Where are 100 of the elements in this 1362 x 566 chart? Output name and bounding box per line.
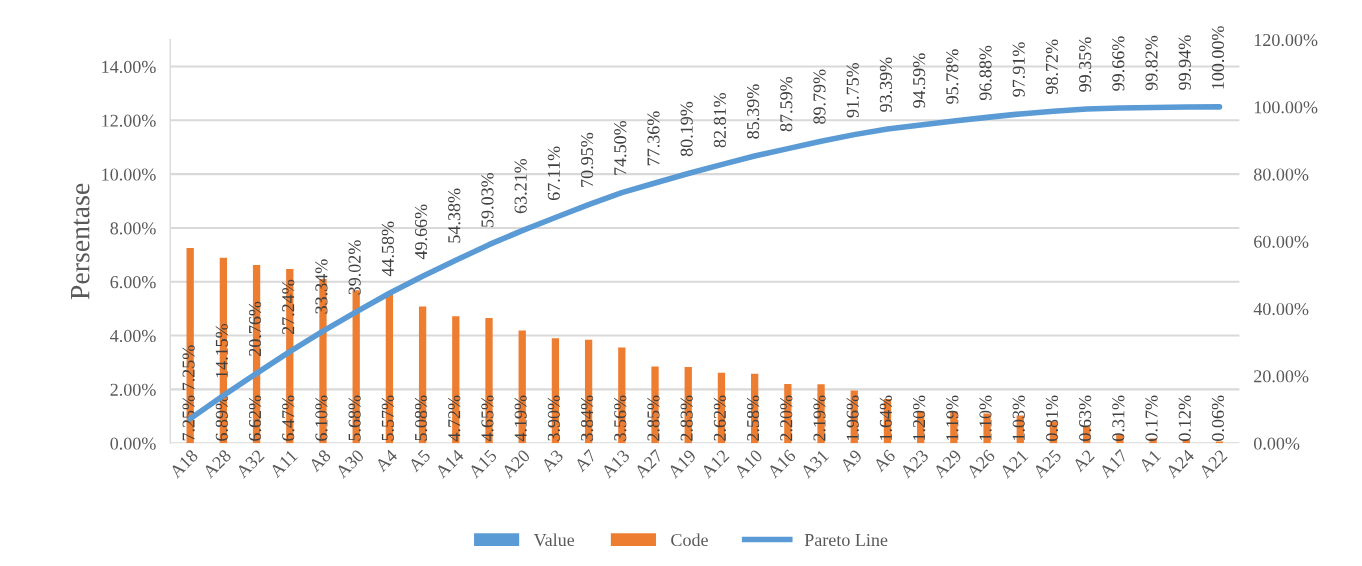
- data-label: 63.21%: [514, 158, 527, 214]
- data-label: 80.19%: [680, 101, 693, 157]
- data-label: 14.15%: [215, 323, 228, 378]
- y-axis-title: Persentase: [71, 183, 90, 300]
- data-label: 2.19%: [813, 395, 826, 441]
- data-label: 33.34%: [315, 259, 328, 314]
- data-label: 91.75%: [846, 62, 859, 118]
- x-tick-label: A31: [799, 449, 830, 479]
- x-tick-label: A18: [168, 448, 199, 479]
- data-label: 95.78%: [946, 49, 959, 104]
- data-label: 1.64%: [879, 395, 893, 440]
- data-label: 39.02%: [348, 240, 361, 295]
- data-label: 97.91%: [1012, 42, 1025, 97]
- x-tick-label: A9: [839, 448, 863, 473]
- data-label: 3.90%: [547, 395, 561, 441]
- x-tick-label: A11: [268, 449, 298, 479]
- data-label: 100.00%: [1211, 26, 1225, 89]
- data-label: 0.17%: [1145, 395, 1158, 441]
- legend-label: Value: [533, 533, 575, 547]
- data-label: 3.84%: [580, 395, 594, 441]
- y-tick-label: 14.00%: [102, 60, 156, 74]
- data-label: 0.06%: [1211, 395, 1225, 441]
- x-tick-label: A17: [1098, 448, 1129, 479]
- x-tick-label: A12: [699, 449, 730, 479]
- x-tick-label: A22: [1198, 449, 1228, 479]
- data-label: 87.59%: [780, 76, 793, 132]
- data-label: 93.39%: [879, 57, 893, 112]
- x-tick-label: A30: [334, 448, 365, 479]
- y2-tick-label: 80.00%: [1254, 168, 1309, 181]
- x-tick-label: A10: [733, 448, 764, 479]
- data-label: 98.72%: [1045, 39, 1059, 94]
- data-label: 5.68%: [348, 395, 361, 441]
- data-label: 67.11%: [547, 146, 561, 201]
- data-label: 5.08%: [414, 395, 428, 441]
- data-label: 59.03%: [481, 172, 494, 227]
- x-tick-label: A26: [965, 448, 996, 479]
- x-tick-label: A32: [235, 449, 265, 479]
- data-label: 89.79%: [813, 69, 826, 124]
- x-tick-label: A6: [872, 448, 897, 473]
- data-label: 4.72%: [448, 395, 461, 442]
- y-tick-label: 0.00%: [110, 437, 156, 450]
- y-tick-label: 10.00%: [102, 168, 156, 181]
- data-label: 0.81%: [1045, 395, 1059, 441]
- data-label: 2.85%: [647, 395, 660, 441]
- x-tick-label: A3: [540, 448, 564, 473]
- data-label: 2.83%: [680, 395, 693, 441]
- data-label: 4.65%: [481, 395, 494, 442]
- x-tick-label: A4: [374, 448, 399, 473]
- data-label: 7.25%: [182, 345, 195, 391]
- y-tick-label: 4.00%: [110, 329, 156, 343]
- data-label: 77.36%: [647, 111, 660, 166]
- y-tick-label: 6.00%: [110, 276, 156, 289]
- data-label: 99.82%: [1145, 35, 1158, 91]
- x-tick-label: A5: [407, 448, 432, 473]
- data-label: 20.76%: [248, 301, 262, 356]
- data-label: 1.03%: [1012, 395, 1025, 440]
- data-label: 6.62%: [248, 395, 262, 441]
- data-label: 6.47%: [282, 395, 295, 441]
- y2-tick-label: 100.00%: [1254, 101, 1318, 114]
- legend-label: Pareto Line: [804, 533, 888, 547]
- data-label: 4.19%: [514, 395, 527, 442]
- x-tick-label: A19: [666, 448, 697, 479]
- y2-tick-label: 60.00%: [1254, 235, 1309, 248]
- x-tick-label: A1: [1138, 449, 1162, 473]
- x-tick-label: A25: [1032, 448, 1062, 479]
- y2-tick-label: 0.00%: [1254, 437, 1300, 450]
- data-label: 0.12%: [1178, 395, 1191, 441]
- y-tick-label: 12.00%: [102, 114, 156, 127]
- x-tick-label: A7: [573, 448, 598, 473]
- data-label: 1.10%: [979, 395, 992, 440]
- y-tick-label: 2.00%: [110, 383, 156, 396]
- y2-tick-label: 40.00%: [1253, 302, 1309, 316]
- data-label: 2.20%: [780, 395, 793, 441]
- x-tick-label: A24: [1164, 448, 1195, 479]
- data-label: 5.57%: [381, 395, 394, 441]
- data-label: 99.94%: [1178, 35, 1191, 90]
- data-label: 1.96%: [846, 395, 859, 440]
- y2-tick-label: 20.00%: [1254, 370, 1309, 383]
- data-label: 70.95%: [580, 132, 594, 187]
- data-label: 82.81%: [713, 92, 727, 148]
- data-label: 54.38%: [448, 188, 461, 243]
- x-tick-label: A2: [1071, 449, 1095, 473]
- data-label: 27.24%: [282, 279, 295, 335]
- x-tick-label: A28: [201, 448, 232, 479]
- data-label: 44.58%: [381, 221, 394, 277]
- data-label: 96.88%: [979, 45, 992, 101]
- data-label: 2.58%: [746, 395, 760, 441]
- x-tick-label: A14: [434, 448, 465, 479]
- data-label: 49.66%: [414, 204, 428, 260]
- x-tick-label: A8: [307, 448, 332, 473]
- legend-label: Code: [671, 533, 708, 547]
- x-tick-label: A20: [500, 448, 531, 479]
- data-label: 3.56%: [614, 395, 627, 441]
- y2-tick-label: 120.00%: [1254, 33, 1318, 47]
- y-tick-label: 8.00%: [110, 222, 156, 235]
- data-label: 6.10%: [315, 395, 328, 441]
- data-label: 99.66%: [1112, 36, 1125, 91]
- data-label: 0.63%: [1079, 395, 1092, 441]
- x-tick-label: A13: [600, 448, 631, 479]
- data-label: 85.39%: [746, 84, 760, 139]
